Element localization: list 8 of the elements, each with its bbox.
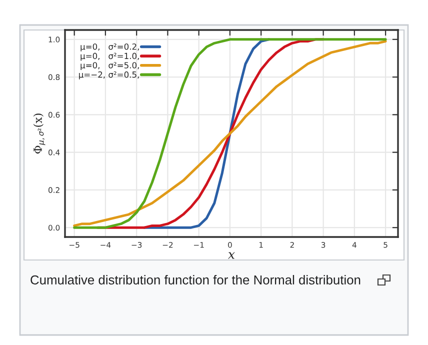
legend-label: μ=−2, σ²=0.5, xyxy=(79,71,139,80)
y-axis-title: Φ$_{μ,σ²}$(x) xyxy=(33,114,46,154)
text: Cumulative distribution function for the Normal distribution xyxy=(30,275,360,284)
legend-label: μ=0, σ²=5.0, xyxy=(80,62,139,70)
line-series xyxy=(143,38,270,229)
legend-label: μ=0, σ²=1.0, xyxy=(80,52,139,61)
x-axis-title: x xyxy=(228,252,235,259)
legend-label: μ=0, σ²=0.2, xyxy=(80,43,139,52)
